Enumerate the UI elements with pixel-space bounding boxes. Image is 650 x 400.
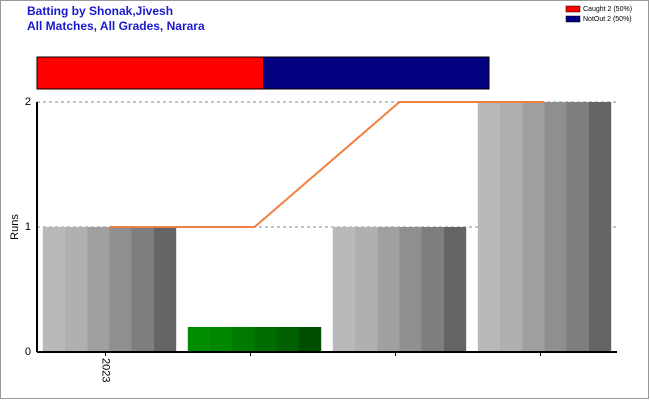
bar [42, 227, 177, 352]
bar [477, 102, 612, 352]
legend-label: Caught 2 (50%) [583, 6, 632, 13]
outcome-border [36, 56, 490, 90]
legend-label: NotOut 2 (50%) [583, 16, 632, 23]
y-axis-label: Runs [9, 214, 21, 240]
outcome-segment [37, 57, 263, 89]
y-tick-label: 1 [25, 221, 31, 233]
legend-swatch [565, 5, 581, 13]
x-tick-label: 2023 [100, 358, 112, 382]
chart-title: Batting by Shonak,Jivesh [27, 4, 173, 18]
y-tick-label: 2 [25, 96, 31, 108]
line-series [109, 101, 545, 228]
y-tick-label: 0 [25, 346, 31, 358]
outcome-segment [263, 57, 489, 89]
bar [332, 227, 467, 352]
legend-swatch [565, 15, 581, 23]
chart-subtitle: All Matches, All Grades, Narara [27, 19, 205, 33]
bar [187, 327, 322, 352]
